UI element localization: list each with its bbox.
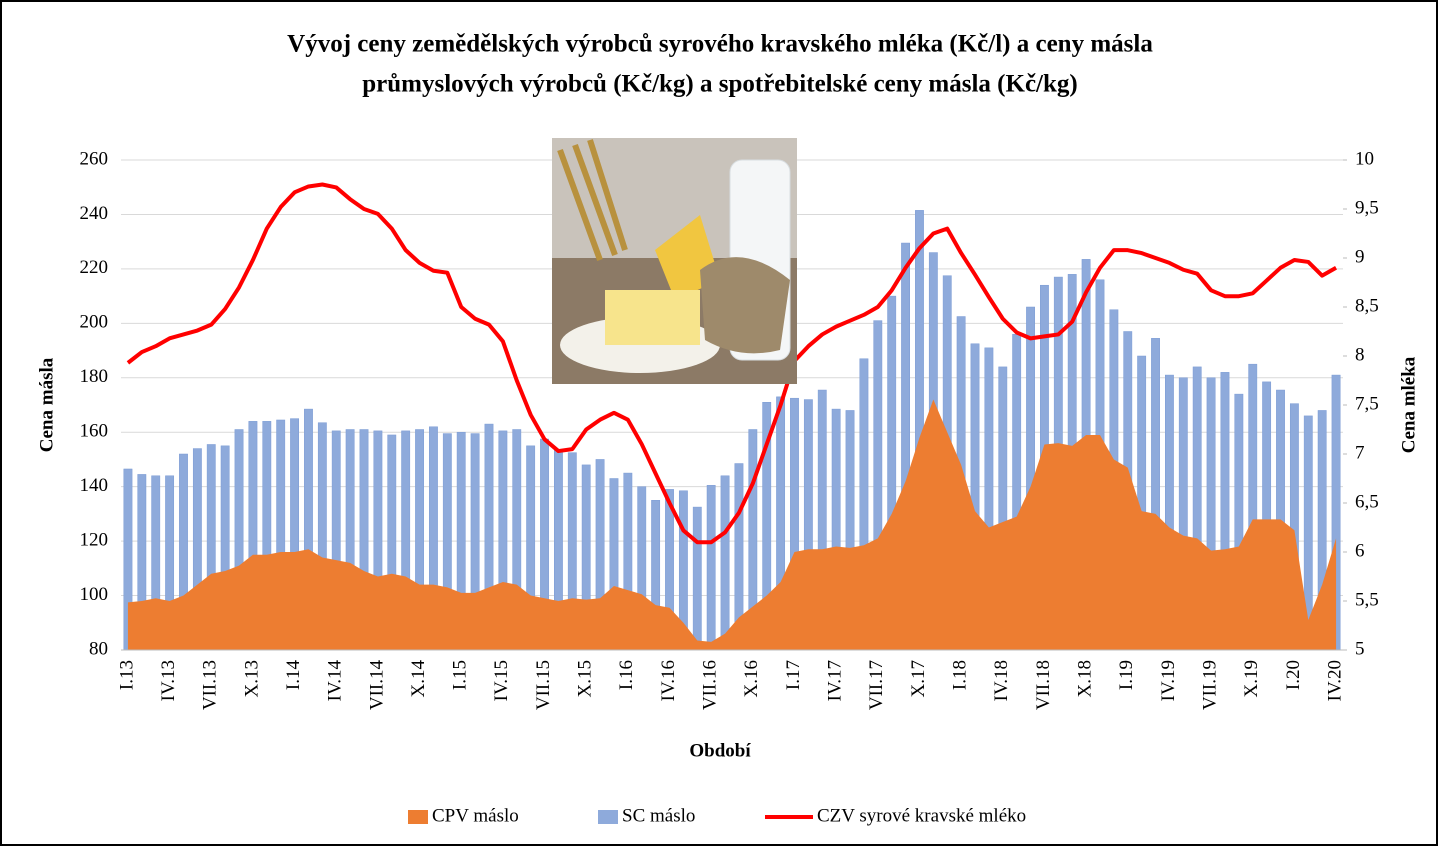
chart: Vývoj ceny zemědělských výrobců syrového… [0, 0, 1438, 846]
x-tick-label: X.18 [1074, 660, 1095, 697]
x-tick-label: I.13 [116, 660, 137, 690]
y2-tick-label: 7,5 [1355, 393, 1379, 414]
x-tick-label: IV.20 [1324, 660, 1345, 701]
x-tick-label: VII.13 [200, 660, 221, 710]
x-tick-label: I.18 [949, 660, 970, 690]
bar [707, 485, 715, 650]
x-tick-label: I.16 [616, 660, 637, 690]
x-tick-label: VII.14 [366, 660, 387, 711]
y-axis-label: Cena másla [36, 357, 57, 452]
legend-label: CZV syrové kravské mléko [817, 805, 1026, 826]
x-tick-label: VII.16 [700, 660, 721, 710]
x-tick-label: X.13 [241, 660, 262, 697]
chart-title: Vývoj ceny zemědělských výrobců syrového… [287, 31, 1153, 58]
x-tick-label: X.15 [575, 660, 596, 697]
x-tick-label: I.19 [1116, 660, 1137, 690]
x-tick-label: I.14 [283, 660, 304, 691]
legend-label: SC máslo [622, 805, 695, 826]
x-tick-label: VII.19 [1199, 660, 1220, 710]
y-tick-label: 120 [80, 529, 109, 550]
legend-swatch [598, 810, 618, 824]
y-tick-label: 100 [80, 584, 109, 605]
y2-tick-label: 9 [1355, 246, 1365, 267]
x-tick-label: IV.18 [991, 660, 1012, 701]
y2-tick-label: 10 [1355, 148, 1374, 169]
y-tick-label: 260 [80, 148, 109, 169]
x-tick-label: X.17 [908, 660, 929, 697]
x-tick-label: IV.16 [658, 660, 679, 701]
x-tick-label: IV.17 [825, 660, 846, 701]
x-tick-label: X.19 [1241, 660, 1262, 697]
y2-tick-label: 8,5 [1355, 295, 1379, 316]
dairy-photo [552, 138, 797, 384]
y2-tick-label: 7 [1355, 442, 1365, 463]
y2-tick-label: 5,5 [1355, 589, 1379, 610]
y-tick-label: 160 [80, 421, 109, 442]
legend-swatch [408, 810, 428, 824]
x-tick-label: X.14 [408, 660, 429, 698]
y-tick-label: 80 [89, 638, 108, 659]
x-tick-label: IV.14 [325, 660, 346, 702]
y-tick-label: 180 [80, 366, 109, 387]
x-tick-label: IV.13 [158, 660, 179, 701]
y2-axis-label: Cena mléka [1398, 356, 1419, 453]
y2-tick-label: 8 [1355, 344, 1365, 365]
y-tick-label: 220 [80, 257, 109, 278]
x-axis-label: Období [689, 740, 751, 761]
y2-tick-label: 6,5 [1355, 491, 1379, 512]
y2-tick-label: 5 [1355, 638, 1365, 659]
bar [721, 476, 729, 650]
x-tick-label: I.17 [783, 660, 804, 690]
x-tick-label: VII.15 [533, 660, 554, 710]
y-tick-label: 140 [80, 475, 109, 496]
x-tick-label: IV.15 [491, 660, 512, 701]
y2-tick-label: 9,5 [1355, 197, 1379, 218]
x-tick-label: VII.17 [866, 660, 887, 710]
chart-title: průmyslových výrobců (Kč/kg) a spotřebit… [362, 71, 1077, 98]
x-tick-label: X.16 [741, 660, 762, 697]
y-tick-label: 240 [80, 203, 109, 224]
bar [693, 507, 701, 650]
x-tick-label: I.20 [1283, 660, 1304, 690]
x-tick-label: IV.19 [1158, 660, 1179, 701]
y-tick-label: 200 [80, 312, 109, 333]
x-tick-label: I.15 [450, 660, 471, 690]
x-tick-label: VII.18 [1033, 660, 1054, 710]
y2-tick-label: 6 [1355, 540, 1365, 561]
legend-label: CPV máslo [432, 805, 519, 826]
